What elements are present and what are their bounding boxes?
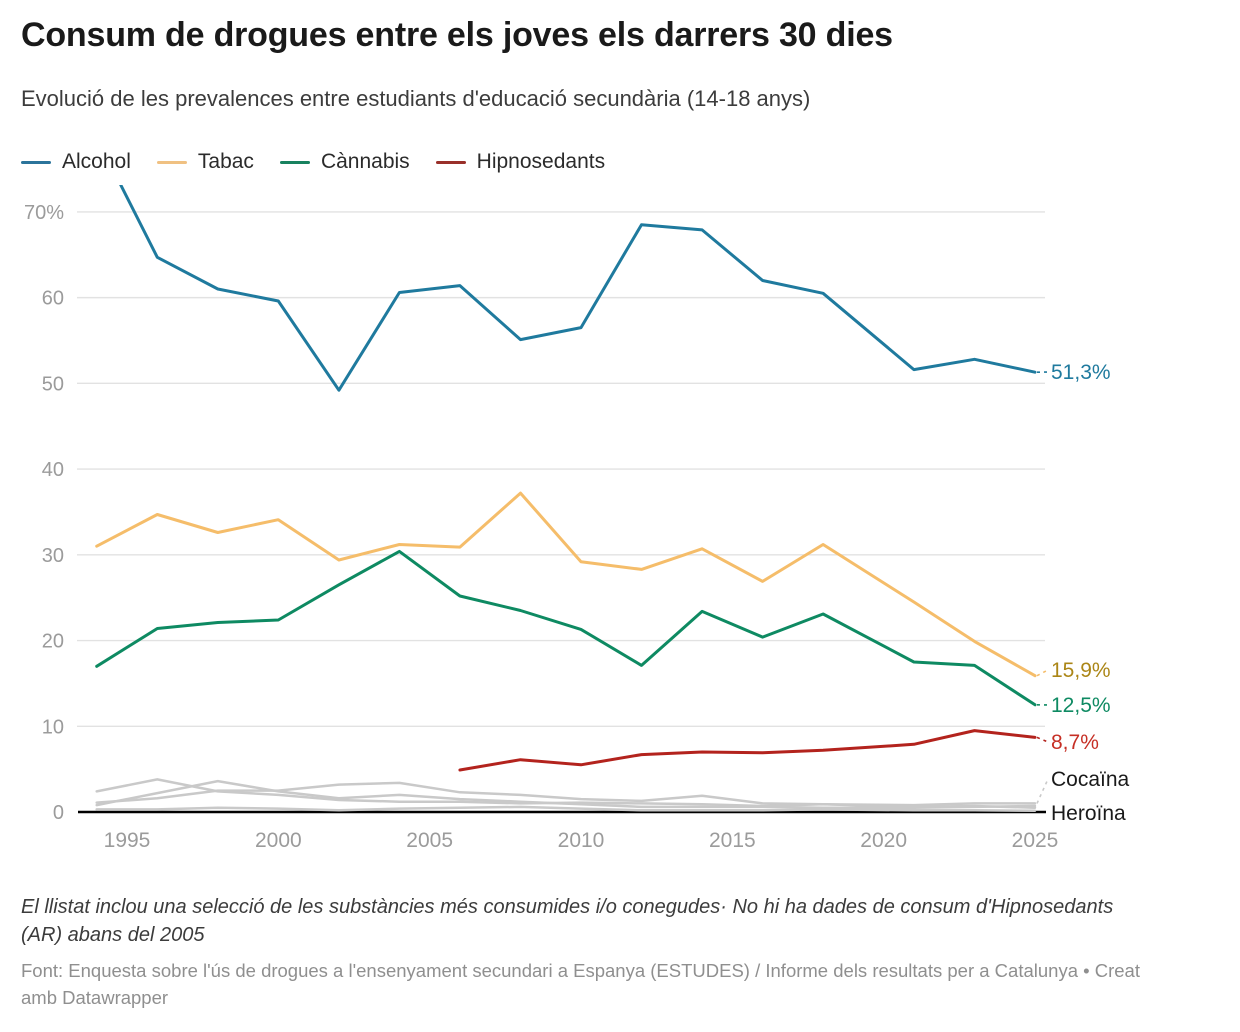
datawrapper-link[interactable]: Creat amb Datawrapper: [21, 960, 1140, 1008]
chart-footnote: El llistat inclou una selecció de les su…: [21, 896, 1114, 946]
end-label-herona: Heroïna: [1051, 802, 1126, 825]
gridlines: [77, 211, 1045, 727]
x-tick-label: 2020: [860, 829, 907, 852]
y-tick-label: 70%: [24, 202, 64, 224]
source-text: Font: Enquesta sobre l'ús de drogues a l…: [21, 960, 1095, 981]
legend-color-dash: [435, 160, 466, 164]
end-label-alcohol: 51,3%: [1051, 361, 1111, 384]
x-tick-label: 2015: [709, 829, 756, 852]
legend-item-label: Cànnabis: [320, 150, 410, 173]
legend-item-label: Tabac: [197, 150, 254, 173]
end-label-cocana: Cocaïna: [1051, 768, 1130, 791]
end-label-tabac: 15,9%: [1051, 659, 1111, 682]
label-connector: [1036, 778, 1049, 804]
label-connectors: [1036, 371, 1049, 804]
x-tick-label: 2005: [406, 829, 453, 852]
series-line-tabac: [95, 491, 1037, 678]
series-line-alcohol: [119, 185, 1037, 392]
end-label-hipnosedants: 8,7%: [1051, 731, 1099, 754]
series-line-cocana: [95, 781, 1037, 807]
series-lines: [95, 185, 1037, 812]
legend-item-cnnabis: Cànnabis: [279, 150, 410, 174]
x-tick-label: 2025: [1012, 829, 1059, 852]
end-label-cnnabis: 12,5%: [1051, 694, 1111, 717]
legend-color-dash: [279, 160, 310, 164]
x-tick-label: 2000: [255, 829, 302, 852]
legend-color-dash: [21, 160, 51, 164]
y-tick-label: 40: [42, 459, 64, 481]
page-subtitle: Evolució de les prevalences entre estudi…: [21, 86, 811, 111]
label-connector: [1036, 736, 1049, 743]
legend-item-hipnosedants: Hipnosedants: [435, 150, 606, 174]
label-connector: [1036, 669, 1049, 677]
series-line-herona: [95, 805, 1037, 812]
series-line-hipnosedants: [458, 729, 1037, 772]
y-axis-labels: 70% 60 50 40 30 20 10 0: [24, 202, 64, 824]
series-end-labels: 51,3% 15,9% 12,5% 8,7% Cocaïna Heroïna: [1051, 361, 1130, 825]
page-title: Consum de drogues entre els joves els da…: [21, 16, 893, 54]
legend-item-tabac: Tabac: [156, 150, 254, 174]
y-tick-label: 30: [42, 545, 64, 567]
legend-item-label: Alcohol: [62, 150, 131, 173]
y-tick-label: 20: [42, 631, 64, 653]
y-tick-label: 60: [42, 288, 64, 310]
x-tick-label: 2010: [558, 829, 605, 852]
legend-color-dash: [156, 160, 187, 164]
x-axis-labels: 1995 2000 2005 2010 2015 2020 2025: [104, 829, 1059, 852]
y-tick-label: 50: [42, 373, 64, 395]
legend-item-alcohol: Alcohol: [21, 150, 131, 174]
legend-item-label: Hipnosedants: [476, 150, 606, 173]
x-tick-label: 1995: [104, 829, 151, 852]
series-line-cnnabis: [95, 549, 1037, 707]
source-line: Font: Enquesta sobre l'ús de drogues a l…: [21, 958, 1156, 1012]
y-tick-label: 10: [42, 716, 64, 738]
y-tick-label: 0: [53, 802, 64, 824]
chart-legend: Alcohol Tabac Cànnabis Hipnosedants: [21, 150, 605, 174]
